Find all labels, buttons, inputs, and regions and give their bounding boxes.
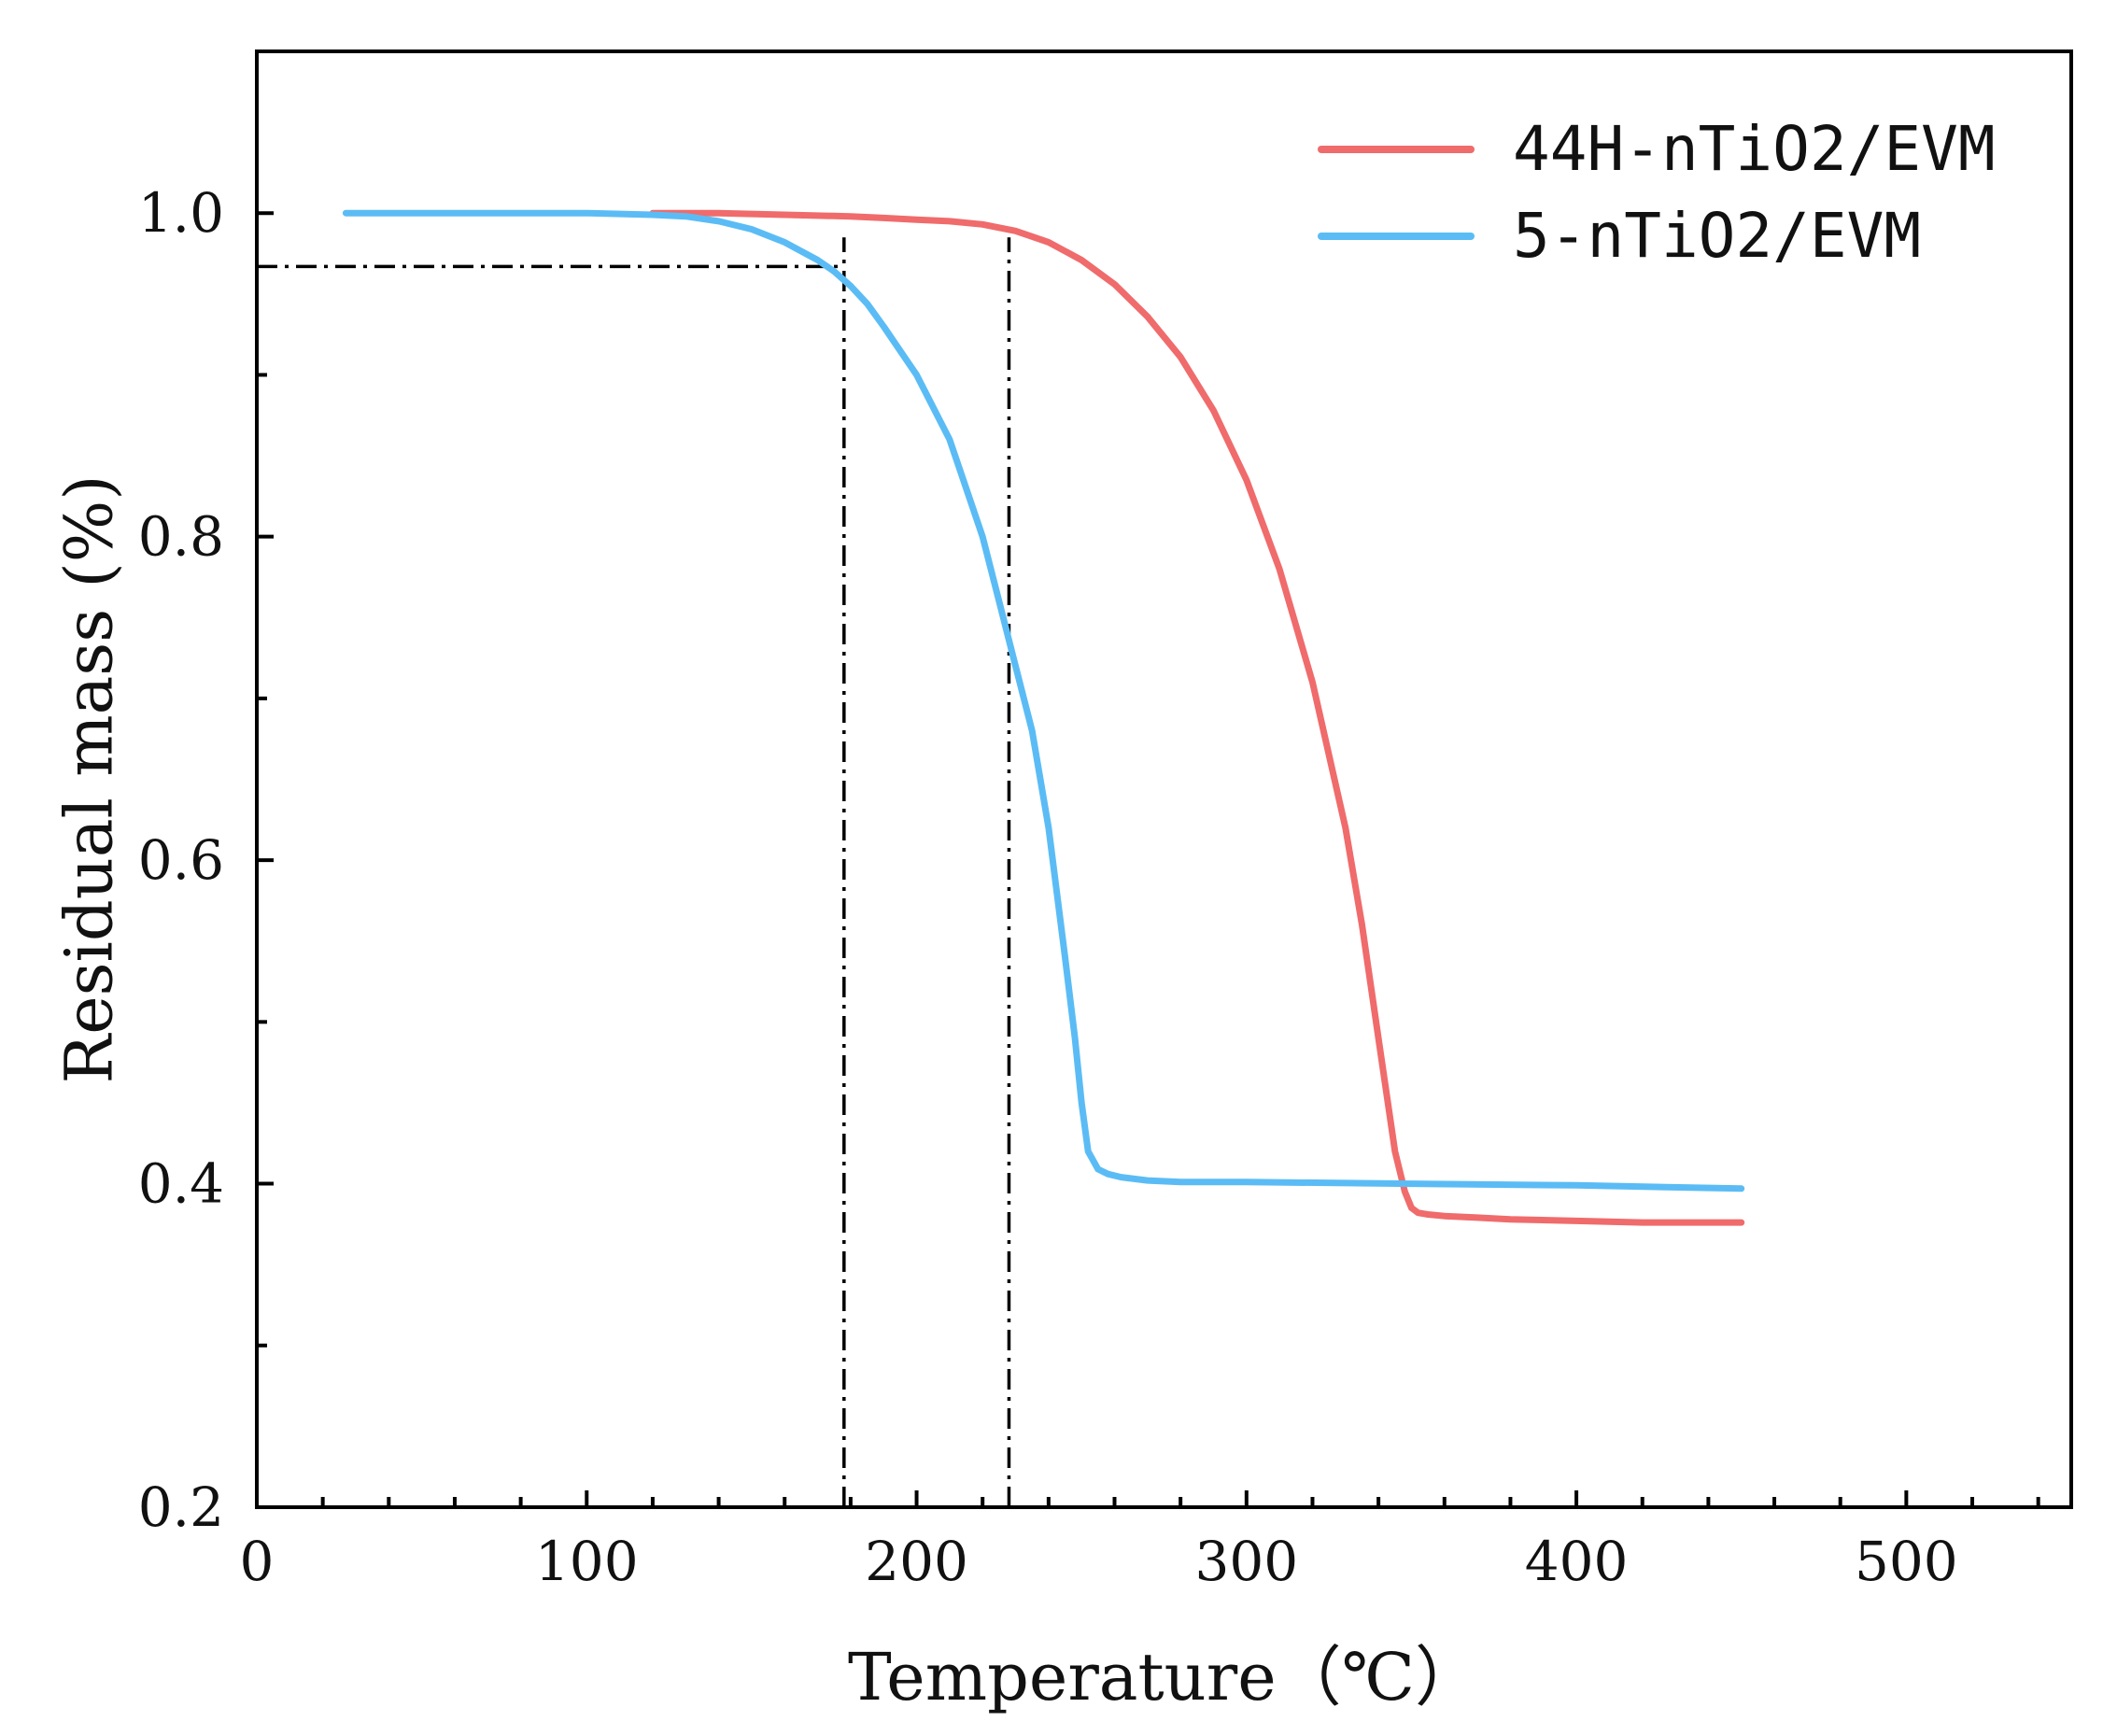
y-axis-title: Residual mass (%)	[51, 474, 128, 1083]
y-axis-tick-labels: 0.2 0.4 0.6 0.8 1.0	[138, 181, 224, 1539]
x-axis-tick-labels: 0 100 200 300 400 500	[240, 1530, 1958, 1593]
x-tick-label: 400	[1525, 1530, 1629, 1593]
x-tick-label: 200	[865, 1530, 968, 1593]
x-tick-label: 100	[535, 1530, 639, 1593]
plot-frame	[255, 49, 2073, 1509]
y-tick-label: 0.4	[138, 1152, 224, 1216]
x-axis-ticks	[255, 1490, 2040, 1507]
y-tick-label: 1.0	[138, 181, 224, 245]
x-tick-label: 300	[1194, 1530, 1298, 1593]
legend: 44H-nTiO2/EVM 5-nTiO2/EVM	[1318, 113, 1996, 272]
x-tick-label: 500	[1855, 1530, 1958, 1593]
series-line-5	[342, 209, 1745, 1193]
y-tick-label: 0.8	[138, 505, 224, 569]
x-axis-title: Temperature（℃）	[848, 1639, 1480, 1715]
legend-label: 44H-nTiO2/EVM	[1513, 113, 1996, 185]
data-series	[342, 209, 1745, 1226]
y-axis-ticks	[257, 49, 274, 1509]
reference-lines	[257, 237, 1011, 1507]
y-tick-label: 0.6	[138, 828, 224, 892]
y-tick-label: 0.2	[138, 1475, 224, 1539]
series-line-44h	[649, 209, 1745, 1226]
legend-label: 5-nTiO2/EVM	[1513, 200, 1921, 272]
x-tick-label: 0	[240, 1530, 275, 1593]
